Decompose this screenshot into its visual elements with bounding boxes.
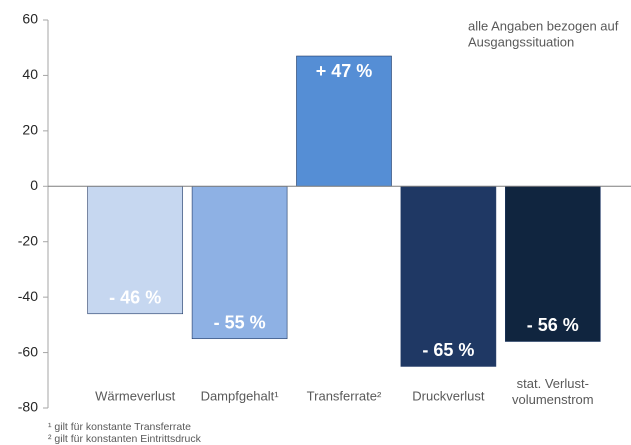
bar	[191, 185, 288, 340]
y-tick-label: 40	[22, 66, 38, 82]
y-tick-label: 20	[22, 122, 38, 138]
bar	[400, 185, 497, 367]
value-label: - 65 %	[422, 340, 474, 360]
x-tick-label: stat. Verlust-volumenstrom	[512, 376, 594, 407]
annotation-line: Ausgangssituation	[468, 34, 574, 49]
bar	[87, 185, 184, 315]
y-tick-label: -60	[18, 343, 38, 359]
x-tick-label: Druckverlust	[412, 388, 485, 403]
value-label: - 46 %	[109, 288, 161, 308]
y-tick-label: -80	[18, 399, 38, 415]
value-label: - 55 %	[214, 312, 266, 332]
footnote: ¹ gilt für konstante Transferrate	[48, 421, 191, 433]
x-tick-label: Dampfgehalt¹	[201, 388, 280, 403]
x-tick-label: Wärmeverlust	[95, 388, 176, 403]
y-tick-label: 0	[30, 177, 38, 193]
y-tick-label: 60	[22, 11, 38, 27]
value-label: - 56 %	[527, 315, 579, 335]
value-label: + 47 %	[316, 61, 373, 81]
bar	[504, 185, 601, 342]
y-tick-label: -20	[18, 232, 38, 248]
x-tick-label: Transferrate²	[307, 388, 382, 403]
annotation-line: alle Angaben bezogen auf	[468, 18, 619, 33]
footnote: ² gilt für konstanten Eintrittsdruck	[48, 433, 202, 445]
y-tick-label: -40	[18, 288, 38, 304]
